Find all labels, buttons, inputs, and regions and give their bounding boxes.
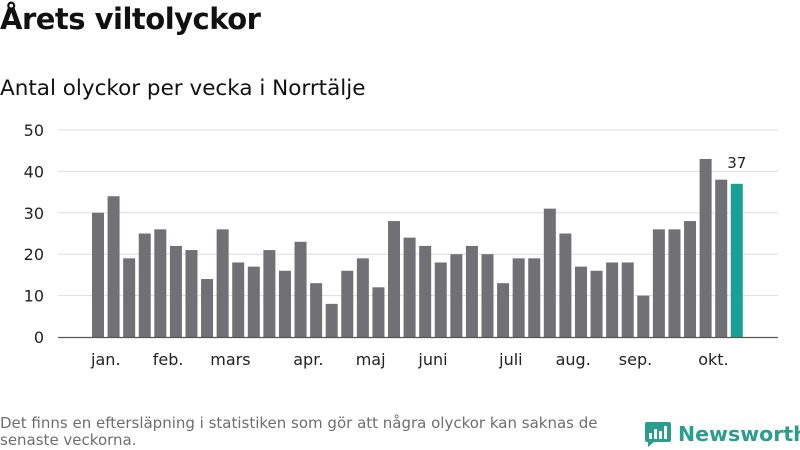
bar xyxy=(637,295,650,337)
x-tick-label: apr. xyxy=(293,350,323,369)
bar xyxy=(621,262,634,337)
x-tick-label: juni xyxy=(417,350,447,369)
bar xyxy=(92,212,104,337)
bar xyxy=(185,250,198,337)
bar xyxy=(310,283,323,337)
brand-name: Newsworthy xyxy=(678,422,800,446)
x-tick-label: sep. xyxy=(619,350,652,369)
bar-chart: 0 10 20 30 40 50 37 jan. feb. mars apr. maj juni juli… xyxy=(24,121,778,369)
bar-highlight xyxy=(730,183,743,337)
bar xyxy=(169,245,182,337)
bar xyxy=(528,258,541,337)
brand[interactable]: Newsworthy xyxy=(644,420,800,448)
bar xyxy=(123,258,136,337)
bar xyxy=(263,250,276,337)
y-tick-label: 30 xyxy=(24,204,44,223)
chart-title: Årets viltolyckor xyxy=(0,2,261,36)
y-tick-label: 0 xyxy=(34,328,44,347)
x-tick-label: feb. xyxy=(153,350,184,369)
x-tick-label: mars xyxy=(210,350,250,369)
bar xyxy=(232,262,245,337)
x-tick-label: maj xyxy=(356,350,386,369)
y-tick-label: 50 xyxy=(24,121,44,140)
x-tick-label: okt. xyxy=(698,350,728,369)
bar xyxy=(247,266,260,337)
bar xyxy=(325,303,338,337)
bar xyxy=(216,229,229,337)
bar xyxy=(372,287,385,337)
bar xyxy=(574,266,587,337)
newsworthy-logo-icon xyxy=(645,422,671,447)
bar xyxy=(606,262,619,337)
bar xyxy=(497,283,510,337)
bar xyxy=(201,279,214,337)
bar xyxy=(154,229,167,337)
bar xyxy=(450,254,463,337)
bar xyxy=(684,221,697,337)
bar xyxy=(341,270,354,337)
chart-subtitle: Antal olyckor per vecka i Norrtälje xyxy=(0,76,366,101)
bar xyxy=(652,229,665,337)
x-tick-label: jan. xyxy=(90,350,120,369)
bar xyxy=(107,196,120,337)
x-tick-label: aug. xyxy=(556,350,591,369)
bar xyxy=(294,241,307,337)
bar xyxy=(403,237,416,337)
y-tick-label: 20 xyxy=(24,245,44,264)
footnote: Det finns en eftersläpning i statistiken… xyxy=(0,414,598,449)
y-tick-label: 10 xyxy=(24,287,44,306)
bar xyxy=(434,262,447,337)
bar xyxy=(512,258,525,337)
bar xyxy=(481,254,494,337)
bar xyxy=(668,229,681,337)
bar xyxy=(138,233,151,337)
bar xyxy=(465,245,478,337)
bar xyxy=(356,258,369,337)
x-tick-label: juli xyxy=(498,350,522,369)
bar xyxy=(590,270,603,337)
bar xyxy=(543,208,556,337)
bar xyxy=(559,233,572,337)
y-tick-label: 40 xyxy=(24,162,44,181)
bar xyxy=(699,158,712,337)
data-label: 37 xyxy=(727,154,746,172)
bar xyxy=(278,270,291,337)
bar xyxy=(715,179,728,337)
bar xyxy=(388,221,401,337)
bar xyxy=(419,245,432,337)
